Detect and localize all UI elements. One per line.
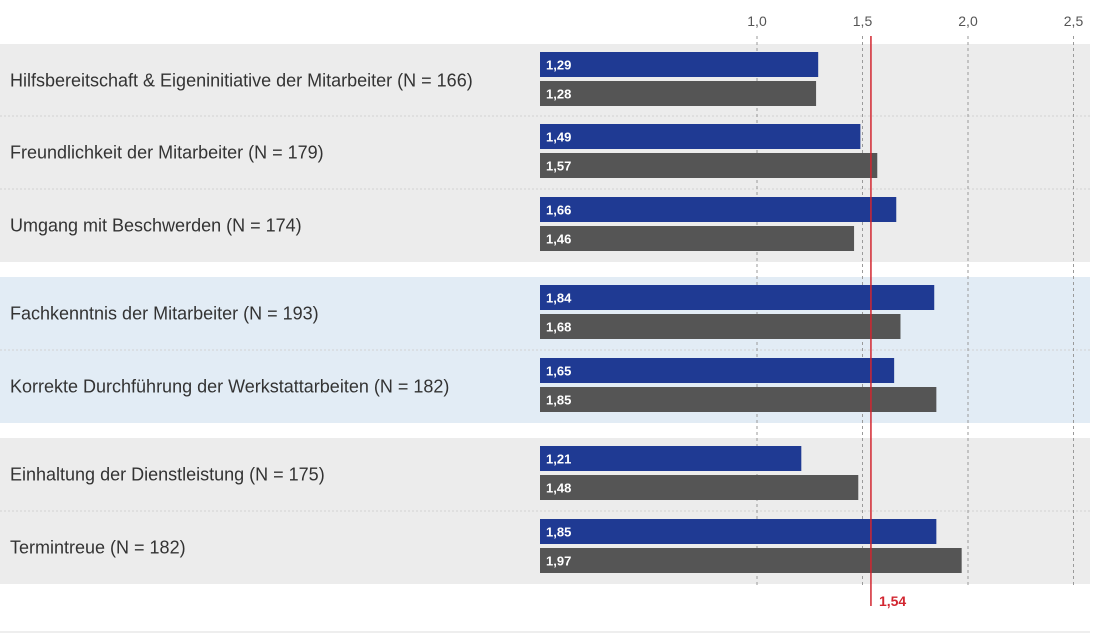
bar-value-label: 1,84	[546, 291, 572, 306]
bar-value-label: 1,66	[546, 203, 571, 218]
reference-line-group: 1,54	[870, 36, 906, 609]
bar-value-label: 1,68	[546, 320, 571, 335]
bar-series-2	[540, 314, 901, 339]
category-label: Freundlichkeit der Mitarbeiter (N = 179)	[10, 143, 324, 163]
reference-line-label: 1,54	[879, 593, 906, 609]
category-label: Korrekte Durchführung der Werkstattarbei…	[10, 377, 449, 397]
category-label: Hilfsbereitschaft & Eigeninitiative der …	[10, 71, 473, 91]
bar-series-2	[540, 153, 878, 178]
x-tick-label: 2,5	[1064, 13, 1084, 29]
x-tick-label: 1,0	[747, 13, 767, 29]
category-label: Einhaltung der Dienstleistung (N = 175)	[10, 465, 325, 485]
bar-value-label: 1,85	[546, 393, 571, 408]
bar-series-2	[540, 81, 817, 106]
bar-value-label: 1,65	[546, 364, 571, 379]
bar-series-1	[540, 52, 819, 77]
bar-value-label: 1,48	[546, 481, 571, 496]
bar-value-label: 1,57	[546, 159, 571, 174]
bars: 1,29 1,28 1,49 1,57 1,66 1,46 1,84 1,68 1,65 1,85…	[540, 52, 962, 573]
bar-series-1	[540, 124, 861, 149]
category-labels: Hilfsbereitschaft & Eigeninitiative der …	[10, 71, 473, 558]
bar-value-label: 1,21	[546, 452, 571, 467]
category-label: Fachkenntnis der Mitarbeiter (N = 193)	[10, 304, 319, 324]
bar-value-label: 1,28	[546, 87, 571, 102]
bar-value-label: 1,85	[546, 525, 571, 540]
bar-series-2	[540, 475, 859, 500]
bar-value-label: 1,49	[546, 130, 571, 145]
bar-series-1	[540, 519, 937, 544]
bar-value-label: 1,46	[546, 232, 571, 247]
x-tick-label: 1,5	[853, 13, 873, 29]
bar-value-label: 1,97	[546, 554, 571, 569]
category-label: Umgang mit Beschwerden (N = 174)	[10, 216, 302, 236]
bar-series-2	[540, 387, 937, 412]
x-axis-ticks: 1,0 1,5 2,0 2,5	[747, 13, 1083, 29]
x-tick-label: 2,0	[958, 13, 978, 29]
bar-series-1	[540, 197, 897, 222]
bar-series-1	[540, 285, 935, 310]
category-label: Termintreue (N = 182)	[10, 538, 186, 558]
bar-series-1	[540, 358, 895, 383]
bar-series-2	[540, 548, 962, 573]
row-separators	[0, 115, 1090, 512]
bar-series-1	[540, 446, 802, 471]
bar-value-label: 1,29	[546, 58, 571, 73]
bar-series-2	[540, 226, 855, 251]
